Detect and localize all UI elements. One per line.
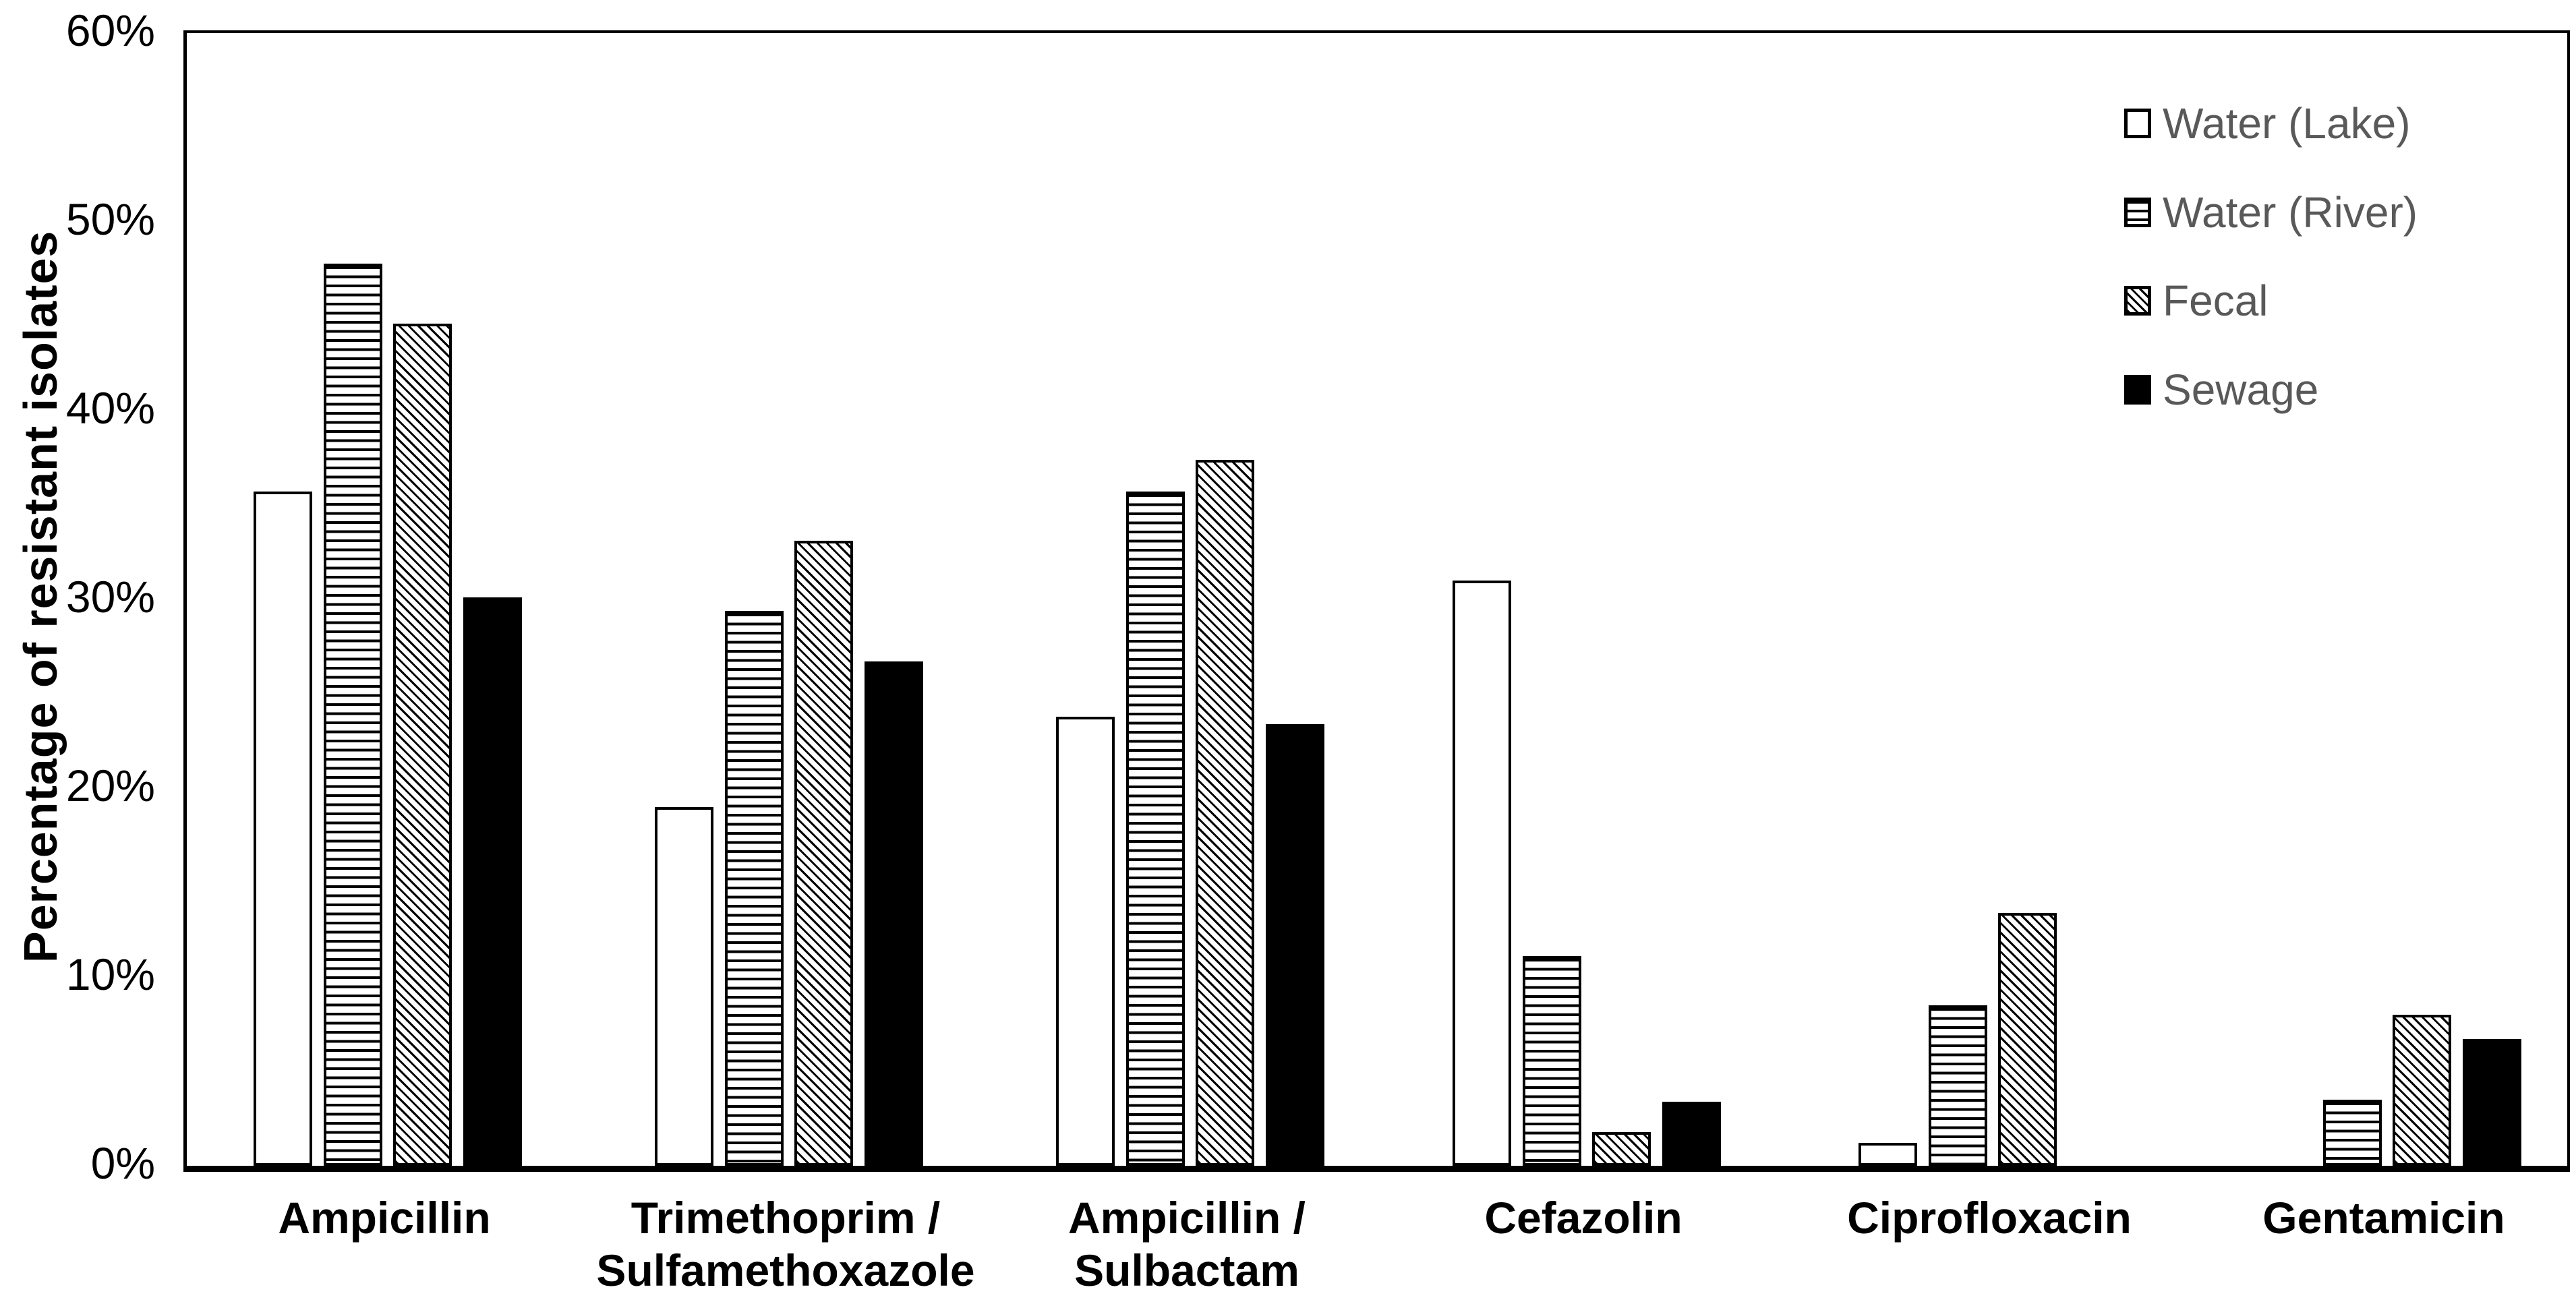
bar-sewage-cefazolin [1662,1101,1721,1166]
legend-label-sewage: Sewage [2163,365,2319,414]
bar-sewage-ampicillin [463,597,522,1166]
bar-water-river-gentamicin [2322,1100,2382,1166]
bar-water-lake-ampicillin [254,492,313,1166]
legend-item-fecal: Fecal [2124,275,2268,326]
y-tick-label-60: 60% [65,5,155,55]
legend-item-sewage: Sewage [2124,364,2318,415]
y-tick-label-20: 20% [65,761,155,810]
x-category-label-cefazolin: Cefazolin [1484,1193,1682,1243]
legend-item-water-river: Water (River) [2124,187,2418,238]
y-tick-label-40: 40% [65,383,155,433]
legend-label-fecal: Fecal [2163,276,2268,325]
x-category-label-ampicillin: Ampicillin / Sulbactam [1067,1193,1306,1295]
bar-water-river-ampicillin [1125,492,1185,1166]
y-tick-label-30: 30% [65,572,155,622]
bar-fecal-ampicillin [1196,459,1255,1166]
bar-fecal-ciprofloxacin [1998,912,2057,1166]
legend-marker-diagonal-hatch-icon [2124,286,2151,316]
bar-fecal-gentamicin [2393,1015,2452,1166]
bar-fecal-ampicillin [393,324,452,1166]
bar-water-lake-trimethoprim [655,807,714,1166]
plot-area [183,30,2570,1172]
x-category-label-ampicillin: Ampicillin [278,1193,491,1243]
bar-water-river-ampicillin [323,263,382,1166]
x-category-label-ciprofloxacin: Ciprofloxacin [1847,1193,2132,1243]
legend-label-water-river: Water (River) [2163,187,2418,237]
y-tick-label-50: 50% [65,194,155,244]
bar-sewage-gentamicin [2462,1039,2521,1166]
bar-water-river-trimethoprim [724,610,784,1166]
bar-fecal-cefazolin [1592,1131,1651,1166]
legend-label-water-lake: Water (Lake) [2163,99,2411,148]
legend-item-water-lake: Water (Lake) [2124,98,2411,149]
bar-sewage-trimethoprim [864,661,923,1166]
bar-sewage-ampicillin [1265,723,1324,1166]
bar-fecal-trimethoprim [794,541,854,1166]
bar-water-river-ciprofloxacin [1928,1005,1987,1166]
y-tick-label-0: 0% [90,1138,155,1188]
x-category-label-gentamicin: Gentamicin [2262,1193,2505,1243]
bar-water-lake-ampicillin [1056,716,1115,1166]
bar-water-river-cefazolin [1522,956,1581,1166]
bar-water-lake-cefazolin [1453,581,1512,1166]
y-tick-label-10: 10% [65,949,155,999]
legend-marker-solid-black-icon [2124,374,2151,405]
legend-marker-plain-white-icon [2124,109,2151,138]
legend-marker-horizontal-lines-icon [2124,197,2151,227]
bar-water-lake-ciprofloxacin [1858,1143,1918,1166]
x-category-label-trimethoprim: Trimethoprim / Sulfamethoxazole [596,1193,975,1295]
